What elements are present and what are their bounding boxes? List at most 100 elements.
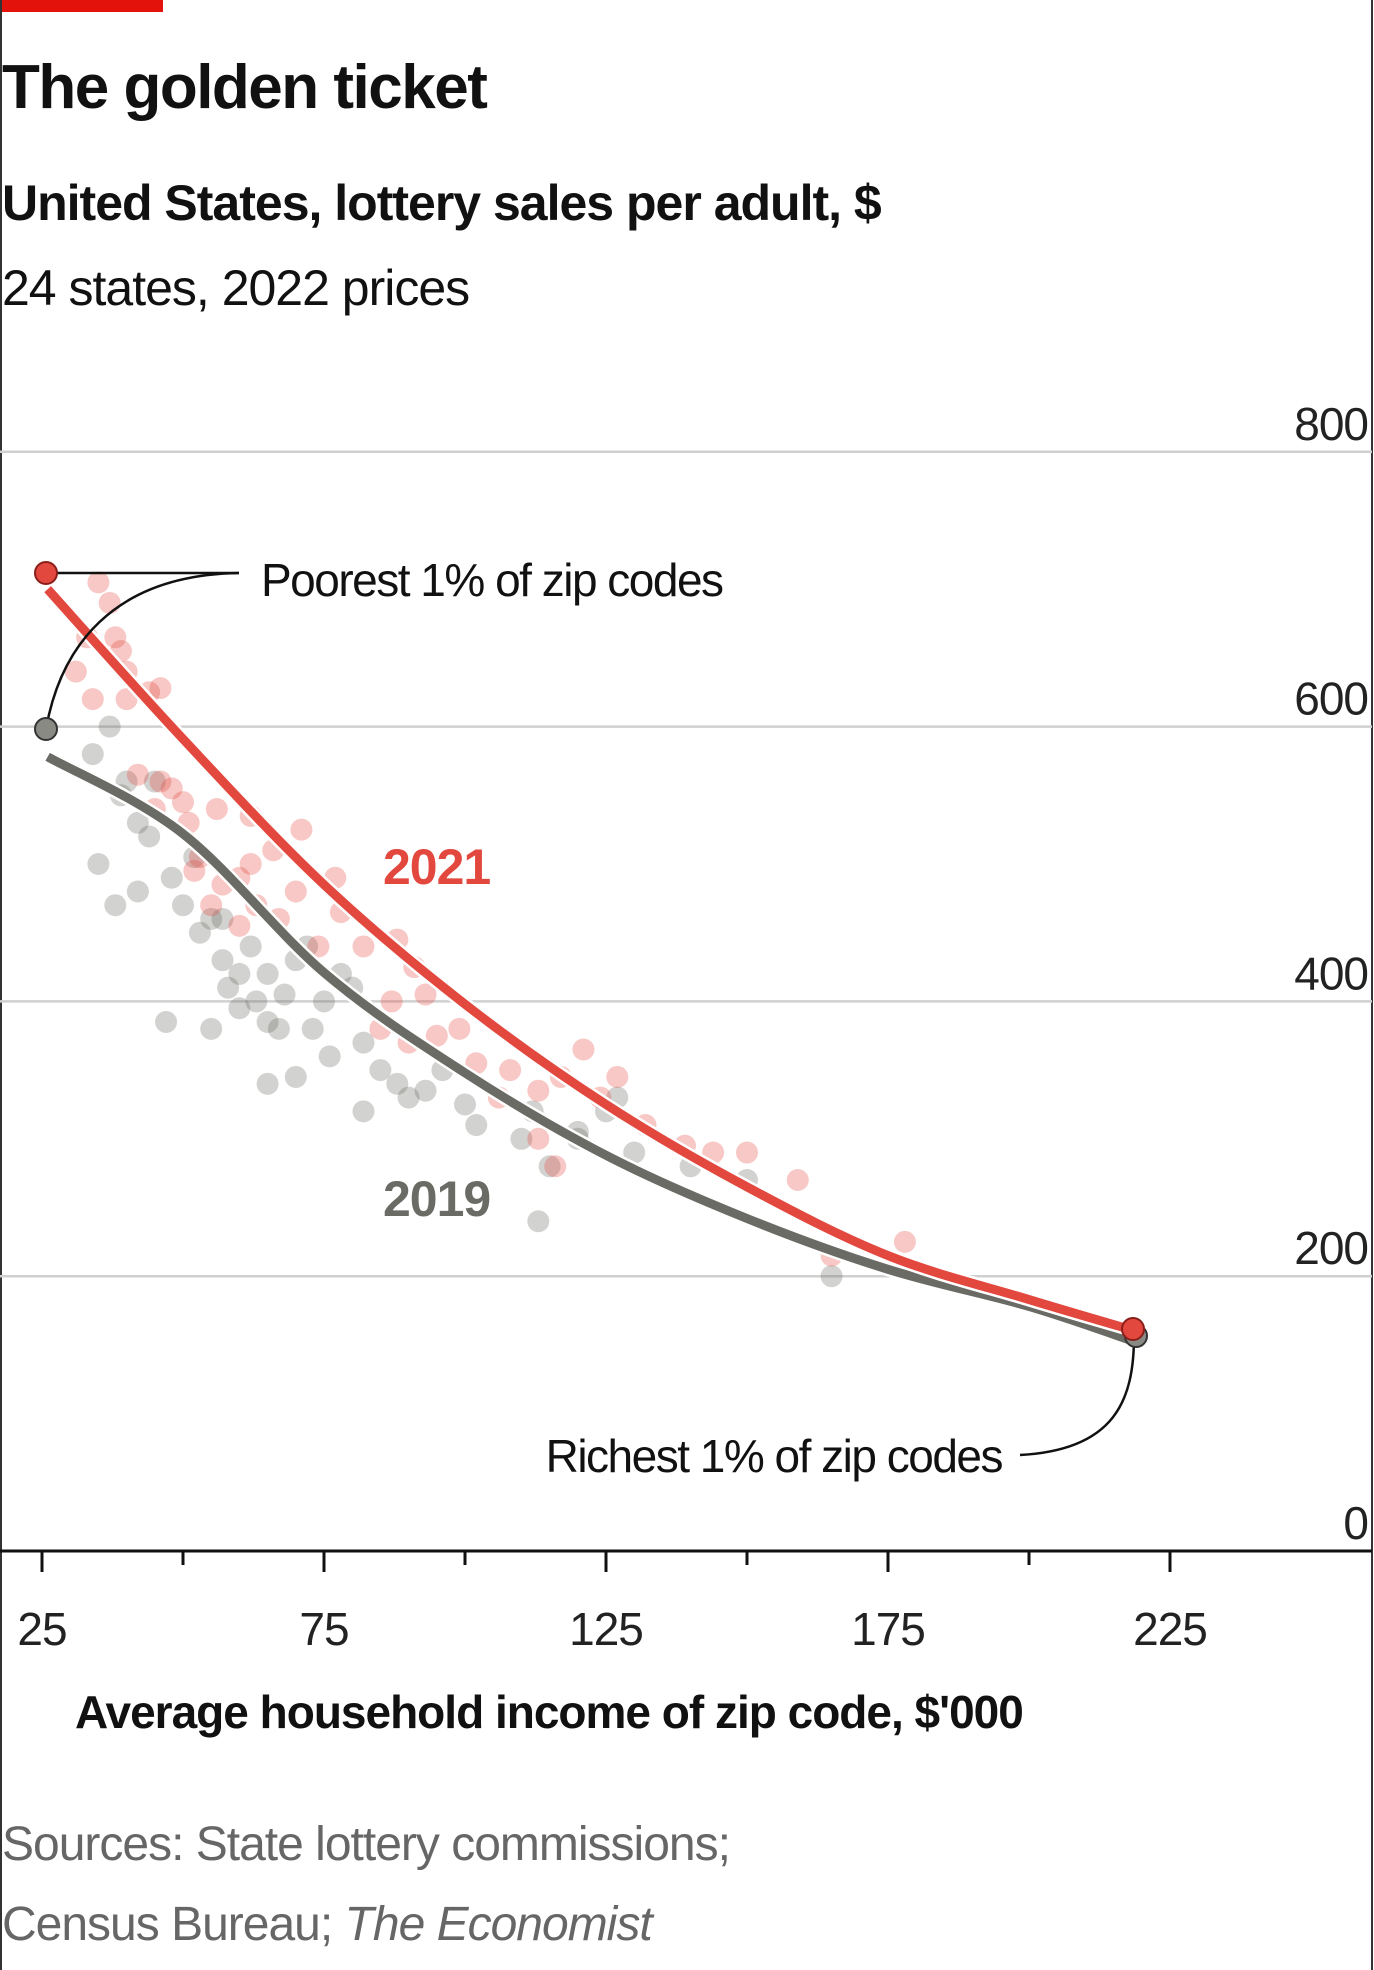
point-2019 — [352, 1100, 375, 1123]
point-2019 — [256, 962, 279, 985]
x-axis-ticks: 25 75 125 175 225 — [17, 1551, 1208, 1655]
point-2019 — [160, 866, 183, 889]
chart-description: 24 states, 2022 prices — [2, 260, 469, 316]
point-2019 — [188, 921, 211, 944]
poorest-2019-marker — [34, 717, 58, 741]
point-2021 — [893, 1230, 916, 1253]
point-2021 — [98, 591, 121, 614]
point-2019 — [623, 1141, 646, 1164]
point-2019 — [104, 894, 127, 917]
point-2019 — [267, 1017, 290, 1040]
point-2021 — [172, 791, 194, 814]
point-2019 — [510, 1127, 533, 1150]
point-2019 — [454, 1093, 476, 1116]
point-2019 — [256, 1072, 279, 1095]
richest-annotation: Richest 1% of zip codes — [546, 1430, 1003, 1482]
point-2021 — [414, 983, 437, 1006]
point-2021 — [239, 853, 262, 875]
point-2019 — [284, 1065, 307, 1088]
y-axis-ticks: 0 200 400 600 800 — [1294, 398, 1369, 1549]
point-2019 — [200, 1017, 223, 1040]
point-2019 — [256, 1011, 279, 1034]
source-line-2: Census Bureau; The Economist — [2, 1898, 654, 1951]
point-2019 — [465, 1114, 488, 1137]
point-2019 — [211, 907, 234, 930]
poorest-leader-curve — [44, 571, 240, 730]
point-2021 — [572, 1038, 595, 1061]
point-2019 — [313, 990, 335, 1013]
source-line-1: Sources: State lottery commissions; — [2, 1818, 730, 1871]
point-2021 — [104, 626, 127, 649]
richest-2021-marker — [1121, 1317, 1145, 1341]
point-2019 — [820, 1265, 843, 1288]
point-2019 — [318, 1045, 341, 1068]
y-tick-label-200: 200 — [1294, 1222, 1368, 1274]
fit-curve-2021 — [44, 586, 1138, 1336]
point-2019 — [228, 962, 251, 985]
point-2019 — [211, 949, 234, 972]
point-2019 — [98, 715, 121, 738]
point-2021 — [149, 677, 172, 700]
poorest-2021-marker — [34, 561, 58, 585]
point-2019 — [397, 1086, 420, 1109]
point-2021 — [307, 935, 330, 958]
point-2019 — [200, 907, 223, 930]
richest-leader-curve — [1019, 1335, 1136, 1457]
source-census: Census Bureau; — [2, 1898, 345, 1951]
point-2021 — [64, 660, 87, 683]
fit-curves — [40, 582, 1144, 1350]
point-2019 — [352, 1031, 375, 1054]
point-2019 — [126, 880, 149, 903]
point-2019 — [81, 743, 104, 766]
point-2019 — [217, 976, 240, 999]
y-tick-label-0: 0 — [1343, 1497, 1368, 1549]
point-2021 — [87, 571, 110, 594]
point-2021 — [200, 894, 223, 917]
curve-halo-2021 — [40, 582, 1144, 1339]
poorest-annotation: Poorest 1% of zip codes — [261, 554, 723, 606]
point-2019 — [538, 1155, 561, 1178]
point-2021 — [425, 1024, 448, 1047]
series-label-2021: 2021 — [383, 839, 490, 895]
point-2021 — [448, 1017, 471, 1040]
point-2019 — [228, 997, 251, 1020]
point-2021 — [786, 1169, 809, 1192]
x-axis-label: Average household income of zip code, $'… — [75, 1686, 1023, 1738]
source-economist: The Economist — [345, 1898, 655, 1951]
point-2019 — [527, 1210, 550, 1233]
accent-bar — [0, 0, 163, 12]
point-2021 — [160, 777, 183, 800]
x-tick-label-25: 25 — [17, 1603, 66, 1655]
point-2021 — [544, 1155, 567, 1178]
point-2021 — [228, 914, 251, 937]
point-2019 — [301, 1017, 324, 1040]
point-2019 — [414, 1079, 437, 1102]
point-2021 — [149, 770, 172, 793]
point-2021 — [126, 763, 149, 786]
chart-subtitle: United States, lottery sales per adult, … — [2, 175, 882, 231]
point-2021 — [527, 1127, 550, 1150]
x-tick-label-75: 75 — [299, 1603, 348, 1655]
point-2021 — [499, 1059, 522, 1082]
point-2021 — [380, 990, 403, 1013]
fit-curve-2019 — [45, 752, 1138, 1347]
point-2019 — [87, 853, 110, 875]
chart-title: The golden ticket — [2, 53, 487, 122]
x-tick-label-175: 175 — [851, 1603, 925, 1655]
point-2021 — [81, 688, 104, 711]
gridlines — [0, 450, 1372, 1278]
point-2021 — [284, 880, 307, 903]
point-2019 — [369, 1059, 392, 1082]
y-tick-label-600: 600 — [1294, 673, 1368, 725]
point-2019 — [143, 770, 166, 793]
point-2021 — [352, 935, 375, 958]
point-2019 — [245, 990, 268, 1013]
point-2021 — [290, 818, 313, 841]
scatter-points — [64, 571, 916, 1288]
point-2019 — [239, 935, 262, 958]
point-2021 — [736, 1141, 758, 1164]
point-2019 — [155, 1011, 178, 1034]
point-2019 — [273, 983, 296, 1006]
point-2021 — [205, 798, 228, 821]
